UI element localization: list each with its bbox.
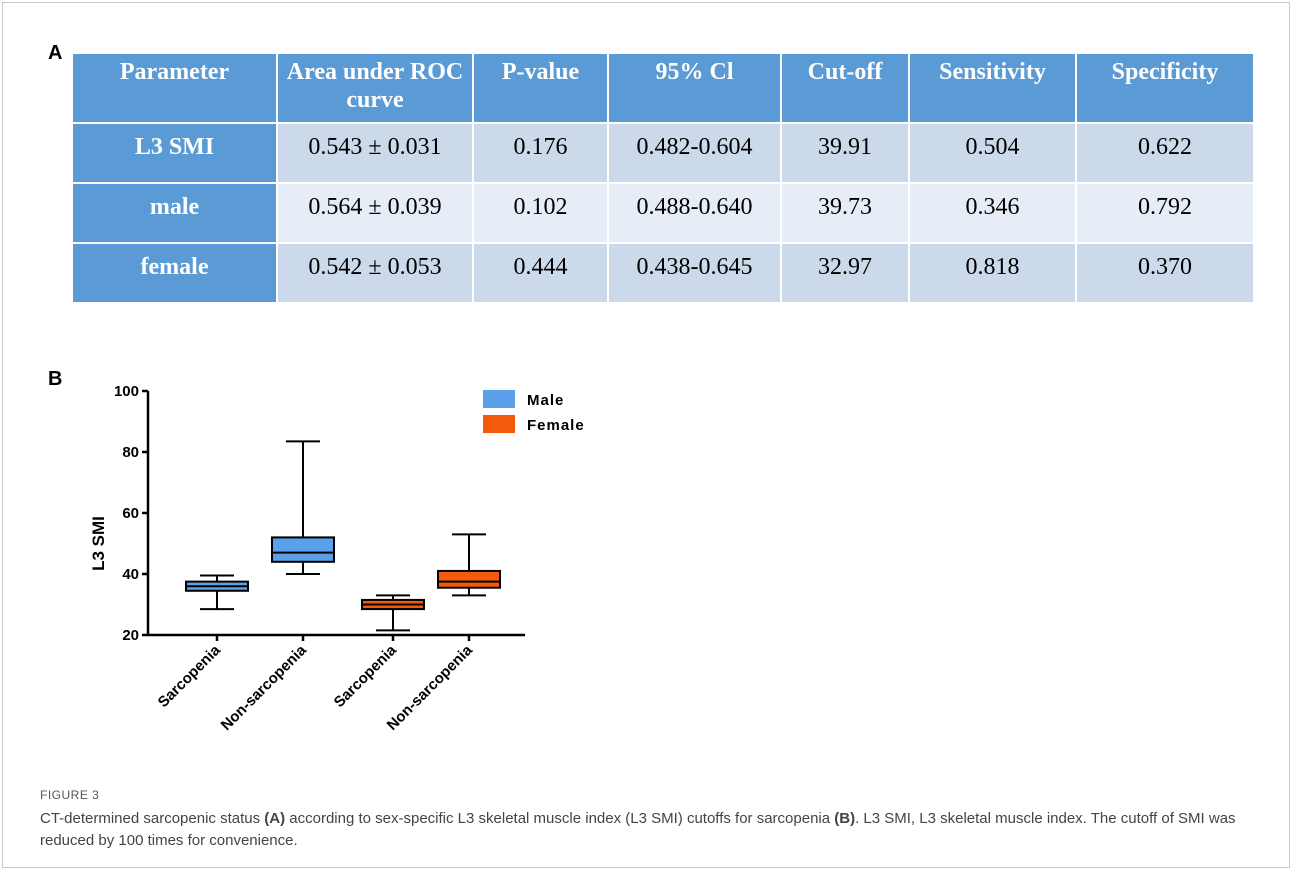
header-cut-off: Cut-off: [780, 52, 910, 124]
y-tick-label: 100: [114, 383, 139, 400]
panel-b-label: B: [48, 368, 63, 390]
cell-p-value: 0.176: [472, 122, 609, 184]
cell-ci: 0.438-0.645: [607, 242, 782, 304]
cell-cut-off: 39.73: [780, 182, 910, 244]
cell-specificity: 0.622: [1075, 122, 1255, 184]
x-tick-label: Sarcopenia: [155, 641, 225, 711]
y-axis-title: L3 SMI: [89, 516, 108, 571]
cell-sensitivity: 0.346: [908, 182, 1077, 244]
x-tick-label: Sarcopenia: [331, 641, 401, 711]
cell-p-value: 0.444: [472, 242, 609, 304]
y-tick-label: 20: [122, 627, 139, 644]
legend-label-female: Female: [527, 417, 585, 434]
y-tick-label: 40: [122, 566, 139, 583]
cell-ci: 0.482-0.604: [607, 122, 782, 184]
roc-table: Parameter Area under ROC curve P-value 9…: [71, 52, 1255, 304]
table-row: L3 SMI 0.543 ± 0.031 0.176 0.482-0.604 3…: [71, 122, 1255, 184]
table-row: female 0.542 ± 0.053 0.444 0.438-0.645 3…: [71, 242, 1255, 304]
header-specificity: Specificity: [1075, 52, 1255, 124]
cell-auc: 0.542 ± 0.053: [276, 242, 474, 304]
cell-cut-off: 39.91: [780, 122, 910, 184]
caption-text: according to sex-specific L3 skeletal mu…: [285, 810, 835, 827]
cell-auc: 0.564 ± 0.039: [276, 182, 474, 244]
legend-label-male: Male: [527, 392, 564, 409]
cell-cut-off: 32.97: [780, 242, 910, 304]
row-parameter: female: [71, 242, 278, 304]
header-auc: Area under ROC curve: [276, 52, 474, 124]
caption-text: . L3 SMI, L3 skeletal muscle index. The …: [40, 810, 1236, 849]
y-tick-label: 60: [122, 505, 139, 522]
box-female-non-sarcopenia: [437, 533, 501, 597]
row-parameter: L3 SMI: [71, 122, 278, 184]
caption-text: CT-determined sarcopenic status: [40, 810, 265, 827]
table-header-row: Parameter Area under ROC curve P-value 9…: [71, 52, 1255, 124]
figure-caption: CT-determined sarcopenic status (A) acco…: [40, 808, 1265, 852]
table-row: male 0.564 ± 0.039 0.102 0.488-0.640 39.…: [71, 182, 1255, 244]
cell-specificity: 0.370: [1075, 242, 1255, 304]
row-parameter: male: [71, 182, 278, 244]
cell-sensitivity: 0.818: [908, 242, 1077, 304]
iqr-box: [437, 569, 501, 589]
header-parameter: Parameter: [71, 52, 278, 124]
x-tick-label: Non-sarcopenia: [218, 641, 311, 734]
cell-specificity: 0.792: [1075, 182, 1255, 244]
caption-ref-b: (B): [834, 810, 856, 827]
cell-ci: 0.488-0.640: [607, 182, 782, 244]
legend-swatch-male: [483, 390, 515, 408]
box-male-non-sarcopenia: [271, 440, 335, 575]
y-tick-label: 80: [122, 444, 139, 461]
chart-boxes: [185, 440, 501, 632]
caption-ref-a: (A): [264, 810, 286, 827]
cell-auc: 0.543 ± 0.031: [276, 122, 474, 184]
header-sensitivity: Sensitivity: [908, 52, 1077, 124]
box-female-sarcopenia: [361, 594, 425, 632]
legend-swatch-female: [483, 415, 515, 433]
iqr-box: [271, 536, 335, 563]
header-ci: 95% Cl: [607, 52, 782, 124]
cell-p-value: 0.102: [472, 182, 609, 244]
box-male-sarcopenia: [185, 574, 249, 611]
panel-a-label: A: [48, 42, 63, 64]
chart-legend: Male Female: [483, 390, 585, 434]
header-p-value: P-value: [472, 52, 609, 124]
figure-label: FIGURE 3: [40, 788, 100, 802]
cell-sensitivity: 0.504: [908, 122, 1077, 184]
